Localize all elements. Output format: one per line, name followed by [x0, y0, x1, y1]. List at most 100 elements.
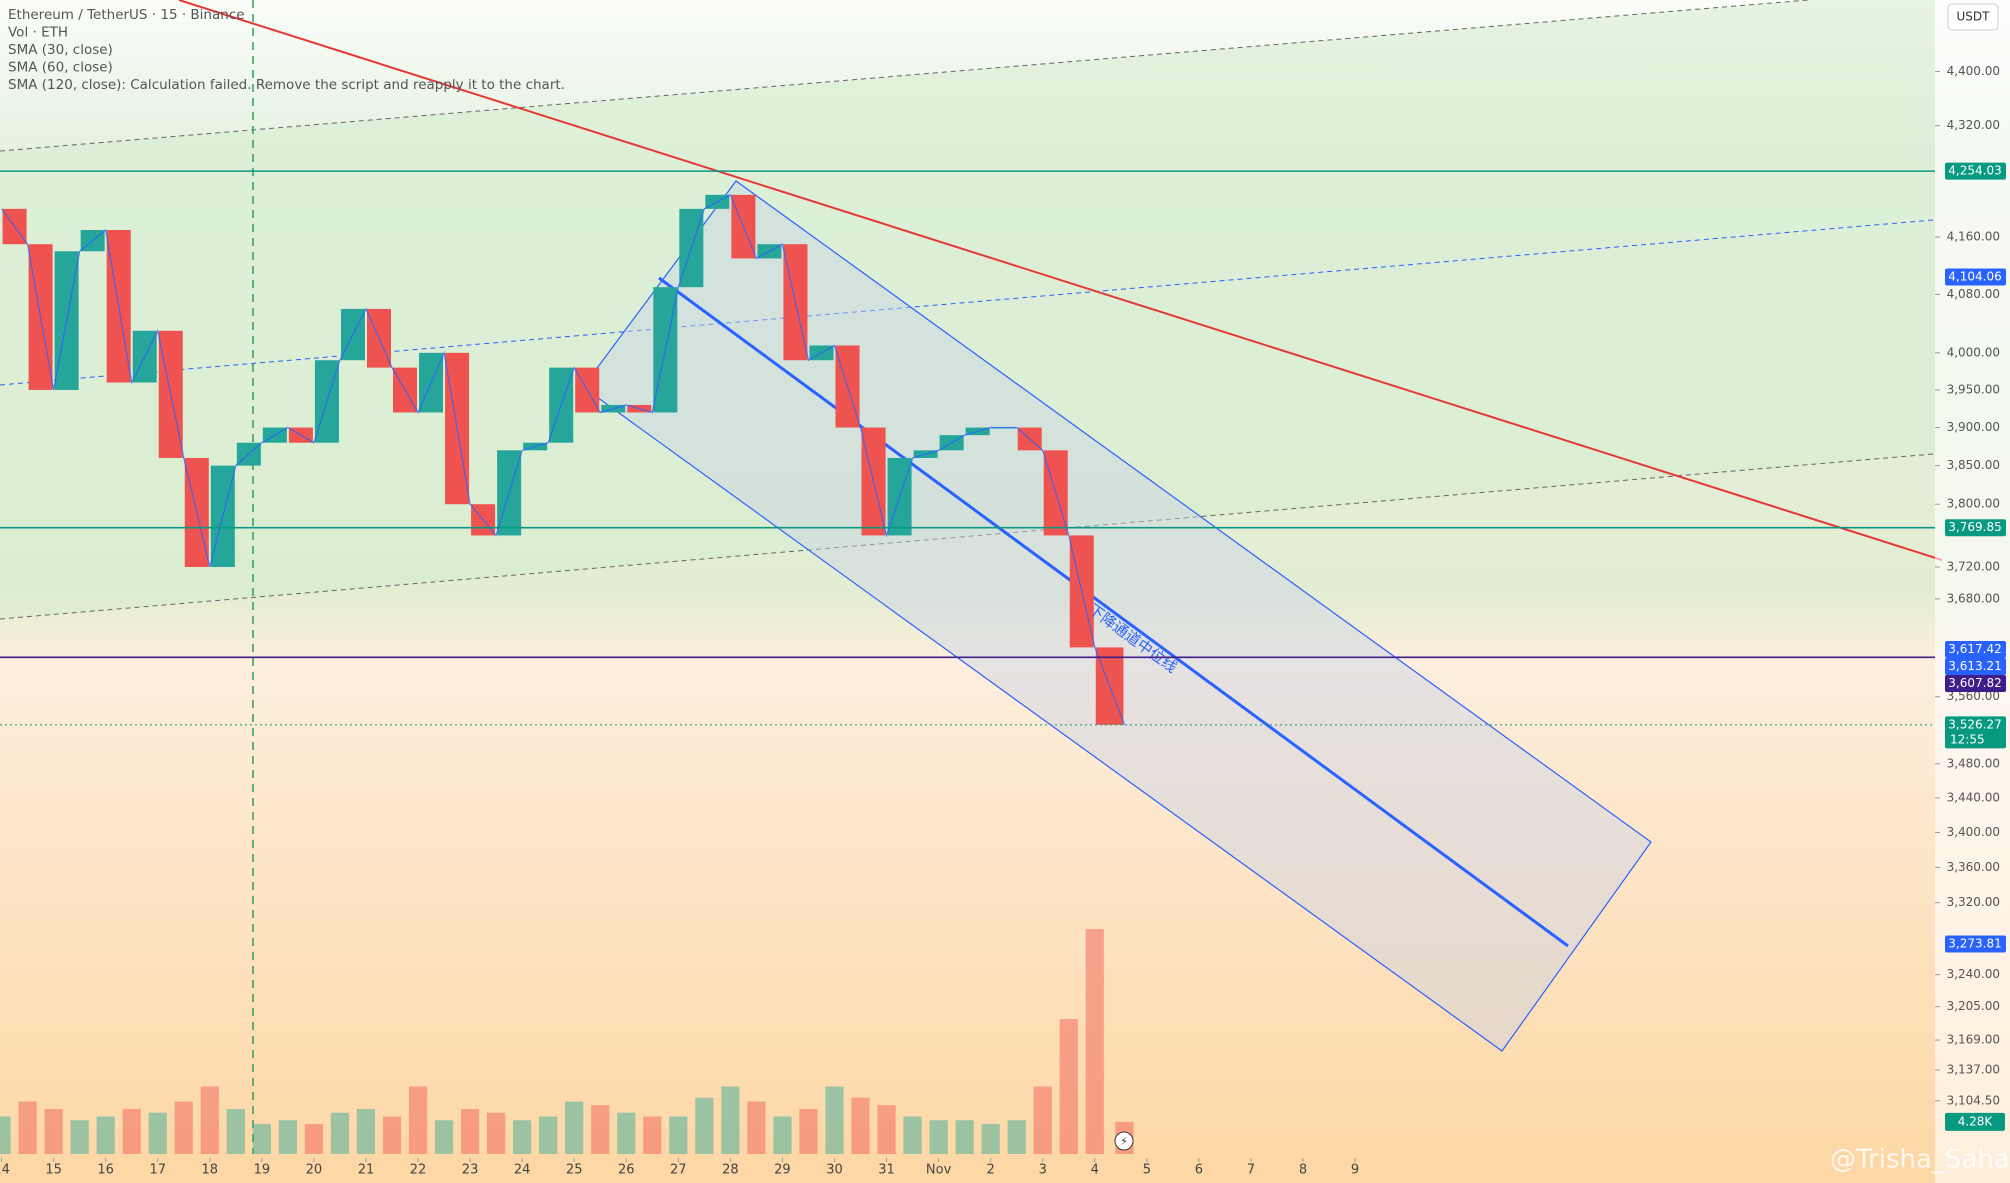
x-tick-label: 15: [45, 1163, 62, 1178]
volume-bar: [174, 1101, 193, 1154]
x-tick-label: 8: [1299, 1163, 1307, 1178]
volume-bar: [460, 1109, 480, 1154]
volume-bar: [565, 1101, 584, 1154]
y-tick-label: 3,137.00: [1947, 1063, 2000, 1077]
price-label-box: [1945, 716, 2006, 749]
price-label: 4,104.06: [1948, 270, 2001, 284]
volume-bar: [799, 1109, 818, 1154]
price-label-box: [1945, 658, 2006, 676]
price-label: 3,607.82: [1948, 676, 2001, 690]
volume-axis-label: 4.28K: [1958, 1114, 1994, 1128]
volume-bar: [981, 1124, 1000, 1154]
x-tick-label: 17: [149, 1163, 166, 1178]
volume-bar: [200, 1086, 219, 1154]
price-label-box: [1945, 162, 2006, 180]
x-tick-label: 18: [202, 1163, 219, 1178]
volume-bar: [617, 1112, 636, 1154]
y-tick-label: 3,104.50: [1947, 1093, 2000, 1107]
volume-bar: [1059, 1019, 1078, 1154]
price-line: [1, 193, 1126, 726]
price-label: 3,769.85: [1948, 520, 2001, 534]
volume-bar: [591, 1105, 610, 1154]
y-tick-label: 3,320.00: [1947, 895, 2000, 909]
alert-icon-glyph: ⚡: [1120, 1135, 1128, 1148]
y-tick-label: 3,950.00: [1947, 382, 2000, 396]
volume-bar: [96, 1116, 115, 1154]
price-label: 4,254.03: [1948, 164, 2001, 178]
legend-line: SMA (30, close): [8, 42, 113, 58]
countdown: 12:55: [1950, 732, 1985, 746]
volume-bar: [877, 1105, 896, 1154]
volume-bar: [304, 1124, 324, 1154]
price-label-box: [1945, 641, 2006, 659]
volume-bar: [0, 1116, 11, 1154]
volume-bar: [434, 1120, 454, 1154]
y-tick-label: 3,480.00: [1947, 756, 2000, 770]
watermark: @Trisha_Saha: [1830, 1145, 2010, 1175]
x-tick-label: 2: [987, 1163, 995, 1178]
price-label-box: [1945, 675, 2006, 693]
volume-bar: [148, 1112, 167, 1154]
legend-line: Ethereum / TetherUS · 15 · Binance: [8, 7, 245, 23]
volume-axis-box: [1945, 1112, 2005, 1131]
volume-bar: [747, 1101, 766, 1154]
alert-icon[interactable]: [1114, 1131, 1134, 1151]
y-tick-label: 3,169.00: [1947, 1033, 2000, 1047]
x-tick-label: 7: [1247, 1163, 1255, 1178]
y-tick-label: 3,850.00: [1947, 458, 2000, 472]
volume-bar: [1033, 1086, 1052, 1154]
volume-bar: [252, 1124, 271, 1154]
volume-bar: [226, 1109, 245, 1154]
legend-line: SMA (60, close): [8, 60, 113, 76]
x-tick-label: 22: [410, 1163, 427, 1178]
price-label: 3,273.81: [1948, 937, 2001, 951]
legend-line: Vol · ETH: [8, 25, 68, 41]
volume-bar: [721, 1086, 740, 1154]
volume-bar: [70, 1120, 89, 1154]
x-tick-label: 25: [566, 1163, 583, 1178]
currency-box[interactable]: [1947, 3, 1999, 31]
volume-bar: [643, 1116, 662, 1154]
y-tick-label: 3,680.00: [1947, 591, 2000, 605]
x-tick-label: 27: [670, 1163, 687, 1178]
x-tick-label: 4: [1091, 1163, 1099, 1178]
volume-bar: [18, 1101, 37, 1154]
x-tick-label: 26: [618, 1163, 635, 1178]
price-axis: [1935, 0, 2010, 1183]
y-tick-label: 3,240.00: [1947, 967, 2000, 981]
x-tick-label: 6: [1195, 1163, 1203, 1178]
y-tick-label: 3,205.00: [1947, 999, 2000, 1013]
volume-bar: [487, 1112, 506, 1154]
rising-channel: [0, 0, 1935, 619]
x-tick-label: 30: [826, 1163, 843, 1178]
price-label: 3,526.27: [1948, 717, 2001, 731]
volume-bar: [955, 1120, 974, 1154]
y-tick-label: 4,160.00: [1947, 230, 2000, 244]
x-tick-label: 5: [1143, 1163, 1151, 1178]
volume-bar: [825, 1086, 844, 1154]
y-tick-label: 4,400.00: [1947, 64, 2000, 78]
x-tick-label: 23: [462, 1163, 479, 1178]
volume-bar: [669, 1116, 688, 1154]
x-tick-label: 16: [97, 1163, 114, 1178]
y-tick-label: 4,320.00: [1947, 118, 2000, 132]
y-tick-label: 3,720.00: [1947, 559, 2000, 573]
y-tick-label: 3,440.00: [1947, 790, 2000, 804]
volume-bar: [695, 1097, 714, 1154]
currency: USDT: [1957, 10, 1991, 24]
x-tick-label: 29: [774, 1163, 791, 1178]
y-tick-label: 3,560.00: [1947, 689, 2000, 703]
x-tick-label: 21: [358, 1163, 375, 1178]
trend-line: [178, 0, 1943, 561]
volume-bar: [539, 1116, 558, 1154]
price-label: 3,617.42: [1948, 642, 2001, 656]
y-tick-label: 3,360.00: [1947, 860, 2000, 874]
volume-bar: [278, 1120, 297, 1154]
y-tick-label: 3,400.00: [1947, 825, 2000, 839]
volume-bar: [44, 1109, 63, 1154]
volume-bar: [1007, 1120, 1026, 1154]
x-tick-label: 9: [1351, 1163, 1359, 1178]
x-tick-label: 24: [514, 1163, 531, 1178]
y-tick-label: 4,080.00: [1947, 287, 2000, 301]
x-tick-label: 19: [254, 1163, 271, 1178]
